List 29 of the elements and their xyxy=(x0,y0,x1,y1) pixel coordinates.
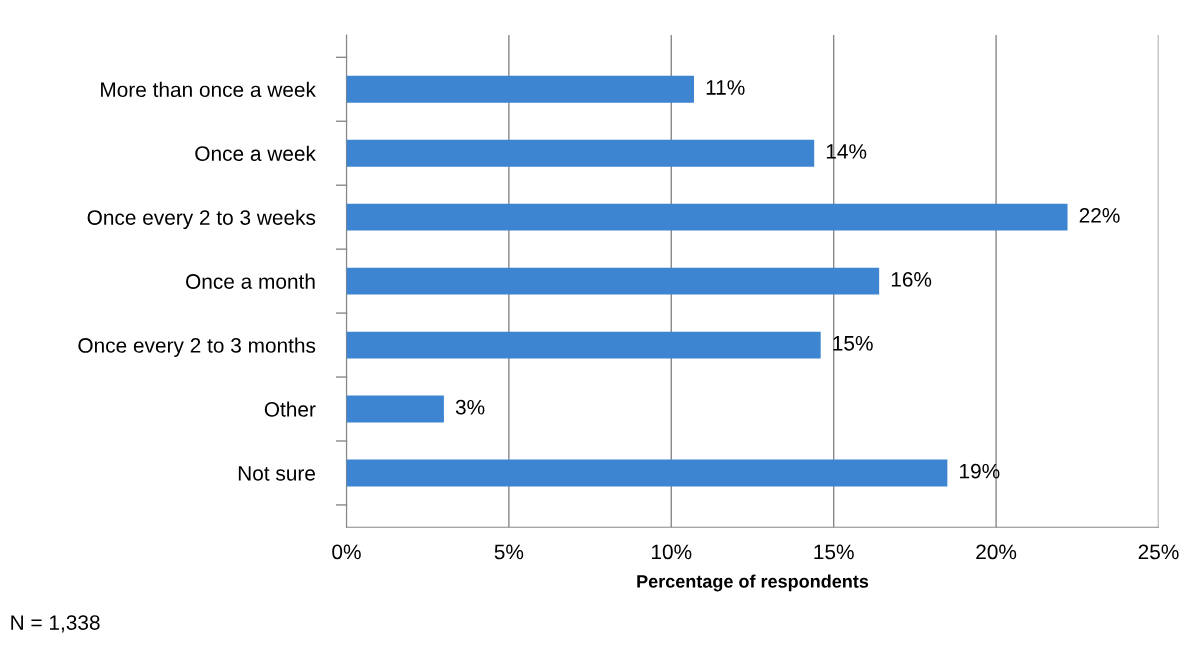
y-tick-label: Not sure xyxy=(238,466,315,481)
y-tick-label: Once a month xyxy=(186,273,315,289)
x-tick-label: 15% xyxy=(814,544,854,560)
bar xyxy=(346,139,815,167)
y-tick-label: Once a week xyxy=(195,145,316,161)
data-label: 11% xyxy=(706,80,745,95)
bar xyxy=(346,331,821,359)
bar xyxy=(346,395,444,423)
data-label: 15% xyxy=(833,336,873,351)
bar xyxy=(346,459,948,487)
bar xyxy=(346,203,1068,231)
data-label: 19% xyxy=(960,463,1000,479)
x-tick-label: 20% xyxy=(976,544,1017,560)
x-tick-label: 0% xyxy=(332,544,361,560)
bar xyxy=(346,267,880,295)
y-tick-label: More than once a week xyxy=(101,81,316,98)
y-tick-label: Once every 2 to 3 months xyxy=(78,337,316,357)
data-label: 14% xyxy=(826,144,867,159)
y-tick-label: Other xyxy=(264,401,316,417)
data-label: 3% xyxy=(455,399,485,415)
bar xyxy=(346,75,695,103)
data-label: 22% xyxy=(1079,208,1120,223)
x-tick-label: 5% xyxy=(494,544,524,560)
text: N = 1,338 xyxy=(11,615,100,633)
x-tick-label: 10% xyxy=(652,544,692,560)
y-tick-label: Once every 2 to 3 weeks xyxy=(87,209,316,230)
x-tick-label: 25% xyxy=(1138,544,1179,560)
data-label: 16% xyxy=(891,271,932,287)
x-axis-title: Percentage of respondents xyxy=(637,574,869,592)
